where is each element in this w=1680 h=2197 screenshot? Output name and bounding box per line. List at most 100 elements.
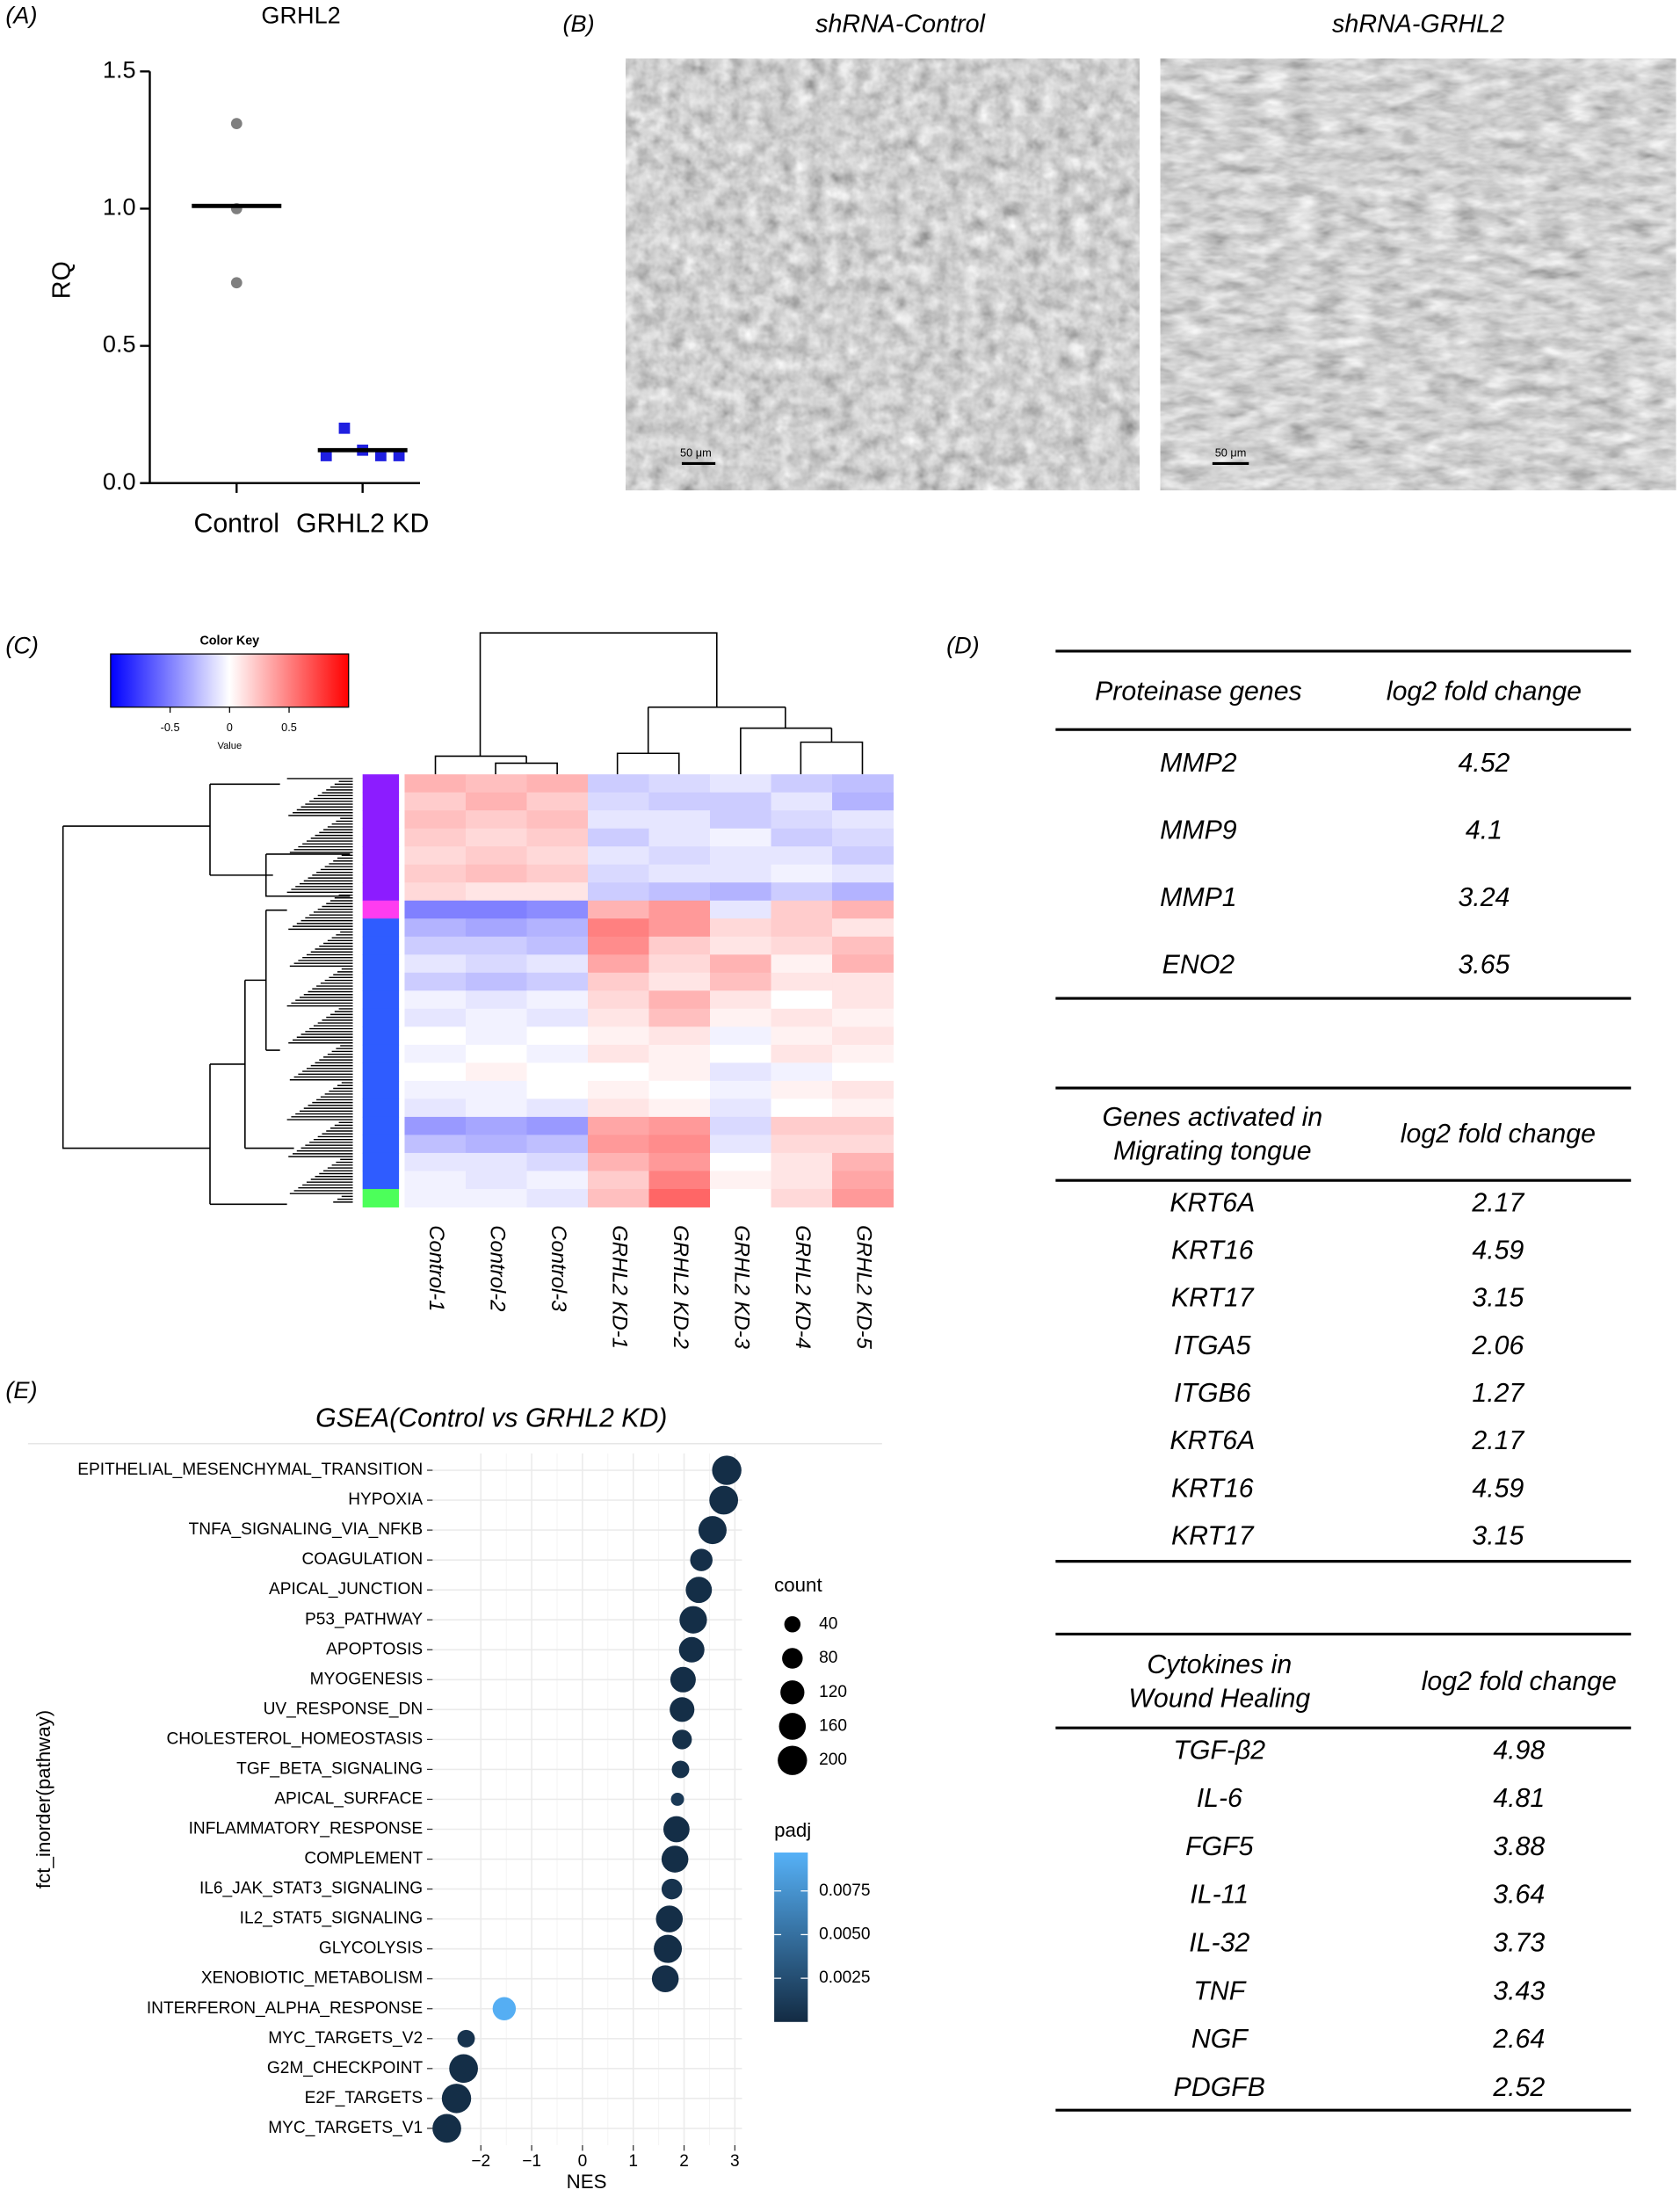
table-header: log2 fold change [1401, 1120, 1596, 1149]
heatmap-cell [771, 936, 833, 955]
point [230, 118, 243, 129]
heatmap-cell [404, 1008, 467, 1027]
color-key-tick-label: -0.5 [161, 721, 180, 734]
heatmap-cell [648, 810, 711, 830]
dot [690, 1548, 713, 1571]
x-tick-label: Control [193, 510, 279, 539]
heatmap-cell [404, 954, 467, 974]
x-axis-label: NES [567, 2171, 607, 2193]
y-tick-label: INTERFERON_ALPHA_RESPONSE [147, 1999, 423, 2018]
heatmap-cell [526, 954, 589, 974]
heatmap-cell [648, 1026, 711, 1046]
heatmap-cell [648, 936, 711, 955]
heatmap-cell [771, 1062, 833, 1082]
legend-label: 0.0025 [819, 1969, 870, 1987]
table-cell: IL-11 [1190, 1881, 1249, 1910]
heatmap-cell [648, 990, 711, 1010]
heatmap-cell [465, 1044, 527, 1063]
heatmap-cell [648, 1062, 711, 1082]
legend-label: 0.0075 [819, 1882, 870, 1900]
heatmap-cell [526, 1116, 589, 1135]
dot [651, 1965, 679, 1992]
y-tick-label: IL2_STAT5_SIGNALING [240, 1910, 424, 1928]
point [230, 277, 243, 289]
heatmap-cell [588, 846, 649, 866]
heatmap-cell [771, 864, 833, 883]
heatmap-cell [648, 828, 711, 847]
dot [670, 1666, 696, 1693]
legend-title: count [774, 1574, 822, 1596]
heatmap-cell [771, 1080, 833, 1099]
heatmap-cell [710, 1116, 772, 1135]
row-side-color [362, 882, 400, 902]
legend-size-key [780, 1680, 805, 1705]
y-tick-label: APICAL_SURFACE [274, 1790, 423, 1809]
row-side-color [362, 846, 400, 866]
heatmap-cell [526, 792, 589, 811]
heatmap-cell [526, 1044, 589, 1063]
table-header: log2 fold change [1387, 678, 1582, 707]
heatmap-cell [710, 1062, 772, 1082]
y-tick-label: APOPTOSIS [326, 1640, 423, 1658]
micrograph [626, 58, 1140, 490]
heatmap-cell [648, 774, 711, 794]
heatmap-cell [465, 990, 527, 1010]
heatmap-cell [465, 1008, 527, 1027]
heatmap-cell [404, 1171, 467, 1190]
row-side-color [362, 936, 400, 955]
y-axis-label: fct_inorder(pathway) [33, 1710, 54, 1889]
heatmap-cell [526, 1008, 589, 1027]
heatmap-cell [832, 810, 894, 830]
y-tick-label: COMPLEMENT [304, 1850, 423, 1868]
heatmap-cell [526, 882, 589, 902]
heatmap-cell [404, 1098, 467, 1118]
column-label: GRHL2 KD-2 [669, 1225, 692, 1349]
legend-size-key [782, 1648, 803, 1669]
panel-label: (A) [5, 1, 37, 28]
heatmap-cell [648, 954, 711, 974]
heatmap-cell [526, 774, 589, 794]
heatmap-cell [404, 1188, 467, 1207]
dot [457, 2029, 475, 2048]
table-cell: 4.52 [1458, 749, 1510, 778]
row-side-color [362, 1008, 400, 1027]
heatmap-cell [588, 990, 649, 1010]
heatmap-cell [648, 792, 711, 811]
heatmap-cell [465, 936, 527, 955]
dot [698, 1516, 727, 1545]
heatmap-cell [710, 864, 772, 883]
table-cell: 3.24 [1458, 883, 1510, 912]
heatmap-cell [465, 828, 527, 847]
table-cell: 4.1 [1466, 816, 1503, 845]
heatmap-cell [771, 774, 833, 794]
heatmap-cell [588, 972, 649, 991]
heatmap-cell [832, 1008, 894, 1027]
heatmap-cell [526, 828, 589, 847]
heatmap-cell [588, 1080, 649, 1099]
heatmap-cell [771, 990, 833, 1010]
heatmap-cell [588, 882, 649, 902]
heatmap-cell [710, 1080, 772, 1099]
heatmap-cell [404, 810, 467, 830]
heatmap-cell [404, 1116, 467, 1135]
heatmap-cell [710, 972, 772, 991]
heatmap-cell [832, 1044, 894, 1063]
image-title: shRNA-GRHL2 [1332, 10, 1504, 38]
heatmap-cell [648, 1098, 711, 1118]
dot [712, 1455, 742, 1485]
heatmap-cell [771, 954, 833, 974]
heatmap-cell [404, 774, 467, 794]
y-tick-label: IL6_JAK_STAT3_SIGNALING [199, 1880, 423, 1898]
heatmap-cell [465, 882, 527, 902]
legend-label: 40 [819, 1614, 837, 1633]
dot [655, 1905, 684, 1932]
heatmap-cell [526, 918, 589, 938]
table-cell: 3.43 [1493, 1976, 1545, 2005]
y-tick-label: E2F_TARGETS [305, 2089, 424, 2107]
heatmap-cell [648, 1152, 711, 1171]
heatmap-cell [832, 1098, 894, 1118]
heatmap-cell [465, 1188, 527, 1207]
y-tick-label: MYC_TARGETS_V2 [268, 2029, 423, 2048]
micrograph [1160, 58, 1676, 490]
heatmap-cell [404, 918, 467, 938]
